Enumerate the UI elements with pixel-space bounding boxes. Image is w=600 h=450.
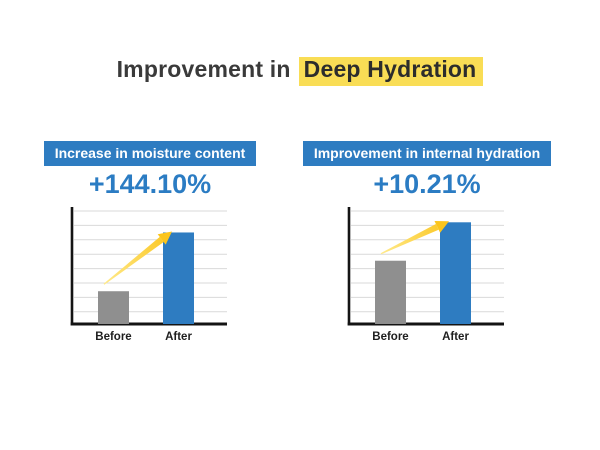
bar-before — [98, 291, 129, 324]
percent-change-hydration: +10.21% — [373, 168, 481, 199]
category-label: Before — [95, 331, 131, 343]
increase-arrow-head — [434, 220, 449, 233]
chart-banner-moisture: Increase in moisture content — [43, 141, 257, 166]
chart-banner-hydration: Improvement in internal hydration — [302, 141, 552, 166]
bar-after — [163, 232, 194, 324]
bar-before — [375, 260, 406, 324]
increase-arrow-shaft — [380, 223, 439, 255]
page-title: Improvement in Deep Hydration — [0, 56, 600, 87]
panel-moisture-content: Increase in moisture content +144.10% Be… — [30, 141, 270, 354]
increase-arrow-shaft — [103, 236, 164, 285]
percent-change-moisture: +144.10% — [88, 168, 212, 199]
title-highlight: Deep Hydration — [298, 57, 484, 87]
bar-chart-hydration: Before After — [347, 206, 504, 343]
title-prefix: Improvement in — [116, 56, 291, 82]
bar-after — [440, 222, 471, 324]
category-label: Before — [372, 331, 408, 343]
category-label: After — [442, 331, 469, 343]
panel-internal-hydration: Improvement in internal hydration +10.21… — [293, 141, 561, 354]
bar-chart-moisture: Before After — [70, 206, 227, 343]
category-label: After — [165, 331, 192, 343]
increase-arrow-head — [157, 231, 172, 245]
